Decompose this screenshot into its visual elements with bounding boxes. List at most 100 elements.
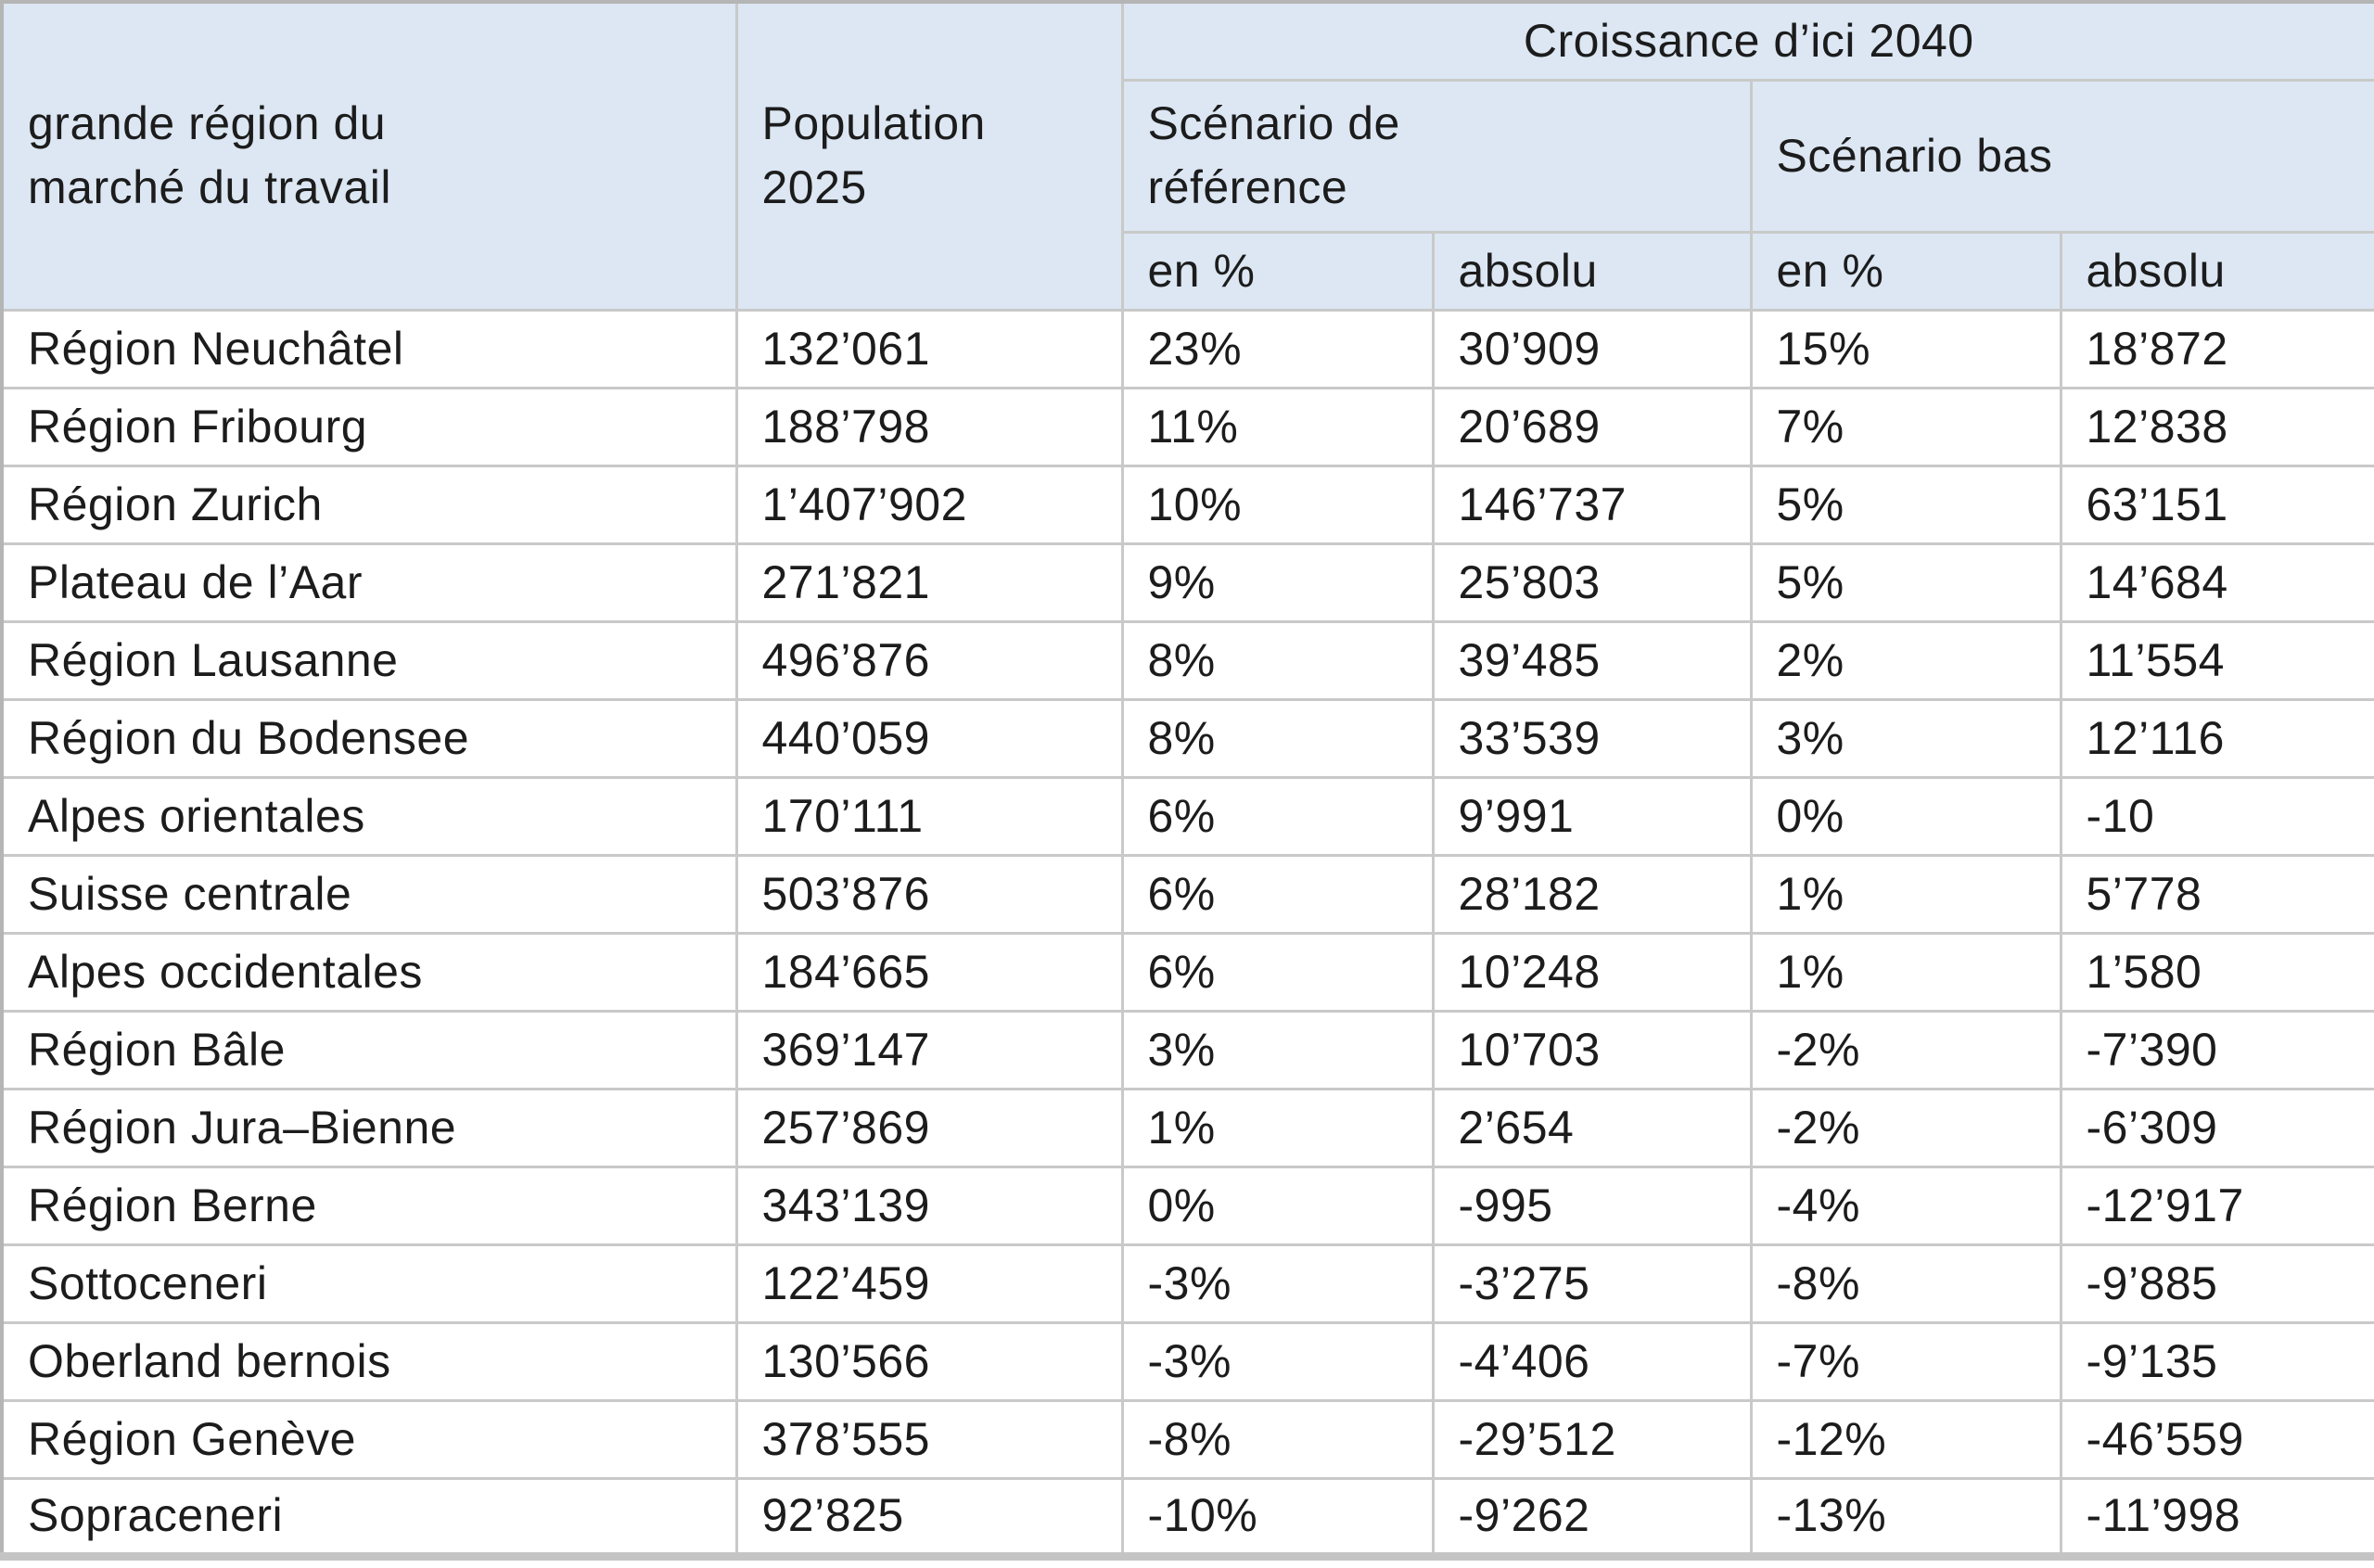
ref-pct-cell: 8%: [1120, 697, 1435, 779]
table-row: Région Genève 378’555 -8% -29’512 -12% -46’55…: [0, 1398, 2374, 1480]
bas-pct-cell: 15%: [1749, 308, 2062, 389]
population-cell: 496’876: [734, 619, 1124, 701]
population-cell: 92’825: [734, 1476, 1124, 1558]
population-cell: 1’407’902: [734, 464, 1124, 545]
bas-pct-cell: -2%: [1749, 1087, 2062, 1168]
region-cell: Alpes occidentales: [0, 931, 738, 1013]
ref-abs-cell: 10’248: [1431, 931, 1753, 1013]
bas-pct-cell: -8%: [1749, 1243, 2062, 1324]
bas-abs-cell: 14’684: [2059, 542, 2374, 623]
bas-abs-cell: -10: [2059, 775, 2374, 857]
ref-pct-cell: -8%: [1120, 1398, 1435, 1480]
population-cell: 184’665: [734, 931, 1124, 1013]
bas-pct-cell: 5%: [1749, 542, 2062, 623]
header-row-subcolumns: en % absolu en % absolu: [2, 230, 2374, 312]
ref-abs-cell: 30’909: [1431, 308, 1753, 389]
region-cell: Région Berne: [0, 1165, 738, 1246]
header-scenario-reference: Scénario de référence: [1120, 78, 1753, 234]
region-cell: Région Zurich: [0, 464, 738, 545]
table-row: Région Bâle 369’147 3% 10’703 -2% -7’390: [0, 1009, 2374, 1090]
header-croissance-2040: Croissance d’ici 2040: [1120, 0, 2374, 82]
region-cell: Sottoceneri: [0, 1243, 738, 1324]
bas-pct-cell: -2%: [1749, 1009, 2062, 1090]
header-scenario-bas: Scénario bas: [1749, 78, 2374, 234]
header-ref-absolu: absolu: [1431, 230, 1753, 312]
bas-abs-cell: 11’554: [2059, 619, 2374, 701]
bas-abs-cell: 12’838: [2059, 386, 2374, 467]
ref-pct-cell: 6%: [1120, 775, 1435, 857]
region-cell: Oberland bernois: [0, 1320, 738, 1402]
population-cell: 369’147: [734, 1009, 1124, 1090]
bas-abs-cell: 12’116: [2059, 697, 2374, 779]
region-cell: Région Lausanne: [0, 619, 738, 701]
ref-abs-cell: -9’262: [1431, 1476, 1753, 1558]
ref-pct-cell: 0%: [1120, 1165, 1435, 1246]
ref-abs-cell: 28’182: [1431, 853, 1753, 935]
region-cell: Région Genève: [0, 1398, 738, 1480]
population-cell: 122’459: [734, 1243, 1124, 1324]
bas-pct-cell: 3%: [1749, 697, 2062, 779]
population-cell: 503’876: [734, 853, 1124, 935]
region-cell: Suisse centrale: [0, 853, 738, 935]
ref-abs-cell: 33’539: [1431, 697, 1753, 779]
ref-abs-cell: 25’803: [1431, 542, 1753, 623]
ref-pct-cell: 6%: [1120, 853, 1435, 935]
table-row: Région Jura–Bienne 257’869 1% 2’654 -2% -6’30…: [0, 1087, 2374, 1168]
ref-pct-cell: 23%: [1120, 308, 1435, 389]
region-cell: Région Bâle: [0, 1009, 738, 1090]
ref-pct-cell: 3%: [1120, 1009, 1435, 1090]
ref-pct-cell: -3%: [1120, 1243, 1435, 1324]
table-row: Oberland bernois 130’566 -3% -4’406 -7% -9’13…: [0, 1320, 2374, 1402]
ref-abs-cell: 20’689: [1431, 386, 1753, 467]
population-cell: 132’061: [734, 308, 1124, 389]
table-row: Plateau de l’Aar 271’821 9% 25’803 5% 14’684: [0, 542, 2374, 623]
table-row: Alpes occidentales 184’665 6% 10’248 1% 1’580: [0, 931, 2374, 1013]
region-cell: Région Fribourg: [0, 386, 738, 467]
ref-pct-cell: -10%: [1120, 1476, 1435, 1558]
bas-abs-cell: -9’885: [2059, 1243, 2374, 1324]
bas-abs-cell: 1’580: [2059, 931, 2374, 1013]
region-cell: Région Neuchâtel: [0, 308, 738, 389]
table-row: Alpes orientales 170’111 6% 9’991 0% -10: [0, 775, 2374, 857]
ref-abs-cell: 146’737: [1431, 464, 1753, 545]
population-cell: 271’821: [734, 542, 1124, 623]
bas-pct-cell: 1%: [1749, 931, 2062, 1013]
bas-abs-cell: -6’309: [2059, 1087, 2374, 1168]
table-row: Sottoceneri 122’459 -3% -3’275 -8% -9’885: [0, 1243, 2374, 1324]
table-row: Région Lausanne 496’876 8% 39’485 2% 11’554: [0, 619, 2374, 701]
bas-pct-cell: 0%: [1749, 775, 2062, 857]
ref-pct-cell: 6%: [1120, 931, 1435, 1013]
population-cell: 343’139: [734, 1165, 1124, 1246]
bas-abs-cell: -12’917: [2059, 1165, 2374, 1246]
bas-pct-cell: 7%: [1749, 386, 2062, 467]
bas-abs-cell: -46’559: [2059, 1398, 2374, 1480]
region-cell: Alpes orientales: [0, 775, 738, 857]
header-ref-en-pct: en %: [1120, 230, 1435, 312]
ref-pct-cell: 10%: [1120, 464, 1435, 545]
ref-pct-cell: 1%: [1120, 1087, 1435, 1168]
population-cell: 170’111: [734, 775, 1124, 857]
region-cell: Plateau de l’Aar: [0, 542, 738, 623]
ref-abs-cell: -995: [1431, 1165, 1753, 1246]
ref-abs-cell: -29’512: [1431, 1398, 1753, 1480]
ref-abs-cell: 39’485: [1431, 619, 1753, 701]
table-body: Région Neuchâtel 132’061 23% 30’909 15% 18’87…: [0, 308, 2374, 1558]
region-cell: Région du Bodensee: [0, 697, 738, 779]
ref-pct-cell: -3%: [1120, 1320, 1435, 1402]
population-cell: 130’566: [734, 1320, 1124, 1402]
bas-pct-cell: -7%: [1749, 1320, 2062, 1402]
table-row: Sopraceneri 92’825 -10% -9’262 -13% -11’998: [0, 1476, 2374, 1558]
table-row: Région Berne 343’139 0% -995 -4% -12’917: [0, 1165, 2374, 1246]
ref-abs-cell: 2’654: [1431, 1087, 1753, 1168]
bas-abs-cell: -9’135: [2059, 1320, 2374, 1402]
bas-pct-cell: 5%: [1749, 464, 2062, 545]
region-cell: Région Jura–Bienne: [0, 1087, 738, 1168]
header-region: grande région du marché du travail: [0, 0, 738, 312]
header-row-group: grande région du marché du travail Popul…: [0, 0, 2374, 312]
bas-abs-cell: -11’998: [2059, 1476, 2374, 1558]
header-bas-absolu: absolu: [2059, 230, 2374, 312]
bas-abs-cell: -7’390: [2059, 1009, 2374, 1090]
bas-pct-cell: 1%: [1749, 853, 2062, 935]
population-cell: 257’869: [734, 1087, 1124, 1168]
